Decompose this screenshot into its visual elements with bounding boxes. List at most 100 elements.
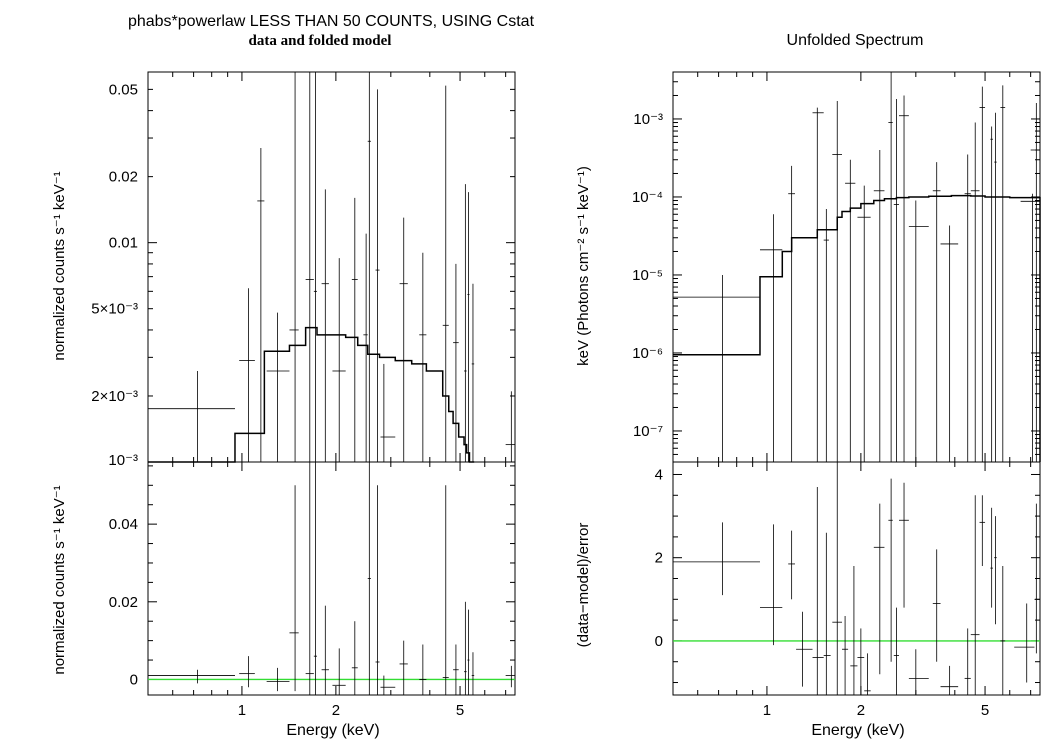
unfolded-top-data-point <box>899 95 909 462</box>
unfolded-residuals-data-point <box>788 530 795 600</box>
folded-top-data-point <box>148 370 235 462</box>
unfolded-top-data-point <box>940 225 959 462</box>
unfolded-top-data-point <box>888 72 893 462</box>
unfolded-residuals-data-point <box>888 478 893 662</box>
unfolded-residuals-ytick-label: 2 <box>655 550 663 567</box>
folded-top-data-point <box>380 363 396 462</box>
unfolded-residuals-data-point <box>842 615 849 695</box>
unfolded-top-data-point <box>1030 103 1040 462</box>
unfolded-residuals-data-point <box>832 462 843 695</box>
unfolded-top-data-point <box>932 162 941 462</box>
unfolded-residuals-data-point <box>964 628 971 695</box>
folded-top-data-point <box>367 72 371 462</box>
folded-residuals-ytick-label: 0.04 <box>109 516 138 533</box>
unfolded-top-frame <box>672 71 1041 463</box>
left-title: phabs*powerlaw LESS THAN 50 COUNTS, USIN… <box>128 13 535 30</box>
unfolded-top-data-point <box>908 200 929 462</box>
unfolded-residuals-data-point <box>1034 503 1040 654</box>
unfolded-top-data-point <box>979 86 986 462</box>
unfolded-residuals-data-point <box>1000 566 1006 695</box>
unfolded-top-model-line <box>673 194 1041 462</box>
unfolded-residuals-data-point <box>850 566 858 695</box>
folded-top-data-point <box>375 89 380 462</box>
folded-top-ytick-label: 2×10⁻³ <box>91 388 138 405</box>
unfolded-residuals-data-point <box>812 486 824 695</box>
folded-residuals-data-point <box>464 601 467 695</box>
folded-top-data-point <box>257 148 265 462</box>
folded-top-data-point <box>471 283 475 462</box>
folded-top-data-point <box>289 72 299 462</box>
left-bottom-ylabel: normalized counts s⁻¹ keV⁻¹ <box>51 485 68 674</box>
folded-residuals-data-point <box>332 648 346 695</box>
right-bottom-ylabel: (data−model)/error <box>575 523 592 648</box>
unfolded-residuals-data-point <box>857 628 865 695</box>
unfolded-top-ytick-label: 10⁻⁷ <box>633 423 663 440</box>
unfolded-residuals-ytick-label: 0 <box>655 633 663 650</box>
folded-residuals-data-point <box>419 644 427 695</box>
folded-residuals-data-point <box>367 462 371 695</box>
folded-top-data-point <box>464 184 467 462</box>
folded-residuals-data-point <box>266 667 290 692</box>
unfolded-residuals-data-point <box>759 524 783 646</box>
folded-residuals-data-point <box>239 656 255 688</box>
unfolded-top-data-point <box>823 209 829 462</box>
folded-residuals-data-point <box>467 609 470 695</box>
folded-residuals-xtick-label: 1 <box>238 702 246 719</box>
folded-top-data-point <box>505 391 515 462</box>
plot-frames: 0.05 0.02 0.01 5×10⁻³ 2×10⁻³ 10⁻³ 1 2 5 0.04 0.02 0… <box>91 71 1041 719</box>
unfolded-residuals-xtick-label: 2 <box>857 702 865 719</box>
unfolded-top-data-point <box>990 126 993 462</box>
unfolded-residuals-frame <box>672 461 1041 696</box>
unfolded-residuals-data-point <box>893 607 900 695</box>
unfolded-top-ytick-label: 10⁻⁵ <box>632 267 663 284</box>
unfolded-top-data-point <box>873 150 885 462</box>
folded-residuals-data-point <box>453 644 459 695</box>
unfolded-residuals-data-point <box>673 522 760 596</box>
unfolded-residuals-data-point <box>994 516 997 625</box>
unfolded-top-data-point <box>1020 193 1040 462</box>
folded-residuals-data-point <box>442 485 449 695</box>
unfolded-top-data-point <box>970 122 980 462</box>
folded-top-ytick-label: 0.05 <box>109 81 138 98</box>
right-top-ylabel: keV (Photons cm⁻² s⁻¹ keV⁻¹) <box>575 166 592 366</box>
folded-top-frame <box>147 71 516 463</box>
unfolded-residuals-data-point <box>1014 603 1035 683</box>
folded-top-data-point <box>305 72 314 462</box>
unfolded-top-data-point <box>857 185 871 462</box>
folded-top-data-point <box>442 85 449 462</box>
folded-residuals-ytick-label: 0.02 <box>109 594 138 611</box>
left-subtitle: data and folded model <box>249 33 392 49</box>
unfolded-top-data-point <box>893 99 900 462</box>
folded-top-ytick-label: 0.01 <box>109 235 138 252</box>
unfolded-top-data-point <box>964 154 971 462</box>
folded-residuals-data-point <box>289 485 299 692</box>
folded-residuals-data-point <box>375 485 380 695</box>
unfolded-residuals-data-point <box>873 503 885 675</box>
unfolded-top-ytick-label: 10⁻⁶ <box>632 345 663 362</box>
folded-top-ytick-label: 5×10⁻³ <box>91 301 138 318</box>
folded-residuals-data-point <box>313 462 318 695</box>
unfolded-residuals-data-point <box>979 495 986 567</box>
unfolded-residuals-data-point <box>908 649 929 695</box>
unfolded-top-ytick-label: 10⁻⁴ <box>632 189 663 206</box>
unfolded-top-data-point <box>673 274 760 462</box>
folded-residuals-data-point <box>471 652 475 695</box>
plot-marks <box>148 72 1041 695</box>
folded-top-data-point <box>419 252 427 462</box>
folded-top-ytick-label: 0.02 <box>109 169 138 186</box>
folded-top-data-point <box>467 192 470 462</box>
unfolded-top-data-point <box>845 159 856 462</box>
folded-top-ytick-label: 10⁻³ <box>108 452 138 469</box>
folded-top-data-point <box>321 189 329 462</box>
folded-residuals-data-point <box>505 665 515 688</box>
unfolded-top-data-point <box>1000 85 1006 462</box>
folded-residuals-data-point <box>399 640 408 695</box>
folded-residuals-xtick-label: 2 <box>332 702 340 719</box>
unfolded-residuals-data-point <box>796 611 813 687</box>
folded-residuals-frame <box>147 461 516 696</box>
unfolded-top-data-point <box>759 214 783 462</box>
folded-top-data-point <box>399 217 408 462</box>
folded-top-data-point <box>313 72 318 462</box>
unfolded-residuals-data-point <box>899 482 909 608</box>
